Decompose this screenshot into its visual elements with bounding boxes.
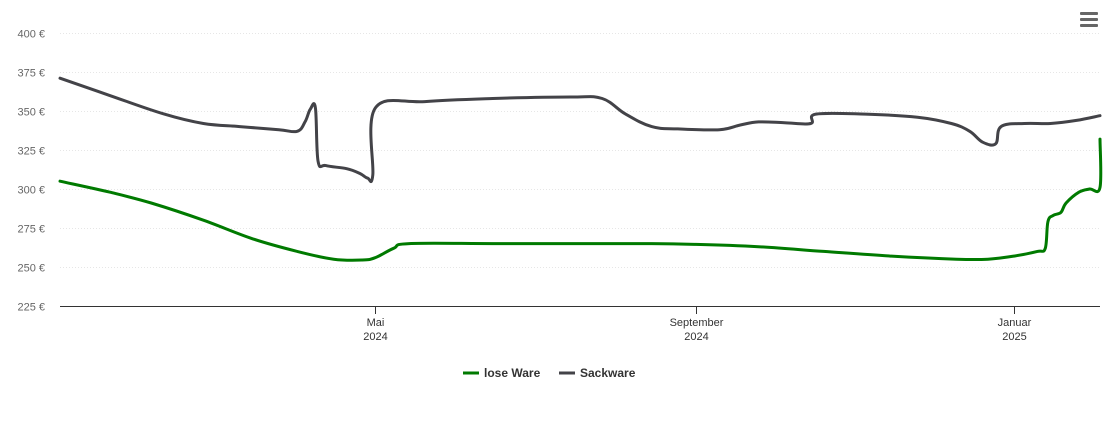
x-tick-label: Januar bbox=[998, 317, 1032, 329]
x-tick-label: Mai bbox=[367, 317, 385, 329]
y-tick-label: 400 € bbox=[17, 29, 45, 41]
legend[interactable]: lose Ware Sackware bbox=[463, 366, 636, 380]
series-line-lose-ware bbox=[58, 137, 1103, 262]
legend-item-sackware[interactable]: Sackware bbox=[559, 366, 636, 380]
x-tick-label: 2024 bbox=[684, 331, 708, 343]
series-line-sackware bbox=[58, 76, 1102, 184]
x-tick-label: September bbox=[670, 317, 724, 329]
y-tick-label: 225 € bbox=[17, 302, 45, 314]
x-tick-label: 2025 bbox=[1002, 331, 1026, 343]
legend-label: lose Ware bbox=[484, 366, 541, 380]
series-lines bbox=[58, 76, 1103, 262]
hamburger-menu-icon[interactable] bbox=[1078, 12, 1100, 32]
y-tick-label: 375 € bbox=[17, 68, 45, 80]
x-axis-ticks: Mai 2024 September 2024 Januar 2025 bbox=[363, 306, 1032, 343]
y-tick-label: 300 € bbox=[17, 185, 45, 197]
y-tick-label: 350 € bbox=[17, 107, 45, 119]
y-axis-ticks: 225 € 250 € 275 € 300 € 325 € 350 € 375 € 400 € bbox=[17, 29, 45, 314]
y-tick-label: 325 € bbox=[17, 146, 45, 158]
x-tick-label: 2024 bbox=[363, 331, 387, 343]
grid-lines bbox=[60, 33, 1100, 268]
legend-item-lose-ware[interactable]: lose Ware bbox=[463, 366, 541, 380]
y-tick-label: 250 € bbox=[17, 263, 45, 275]
legend-label: Sackware bbox=[580, 366, 636, 380]
y-tick-label: 275 € bbox=[17, 224, 45, 236]
